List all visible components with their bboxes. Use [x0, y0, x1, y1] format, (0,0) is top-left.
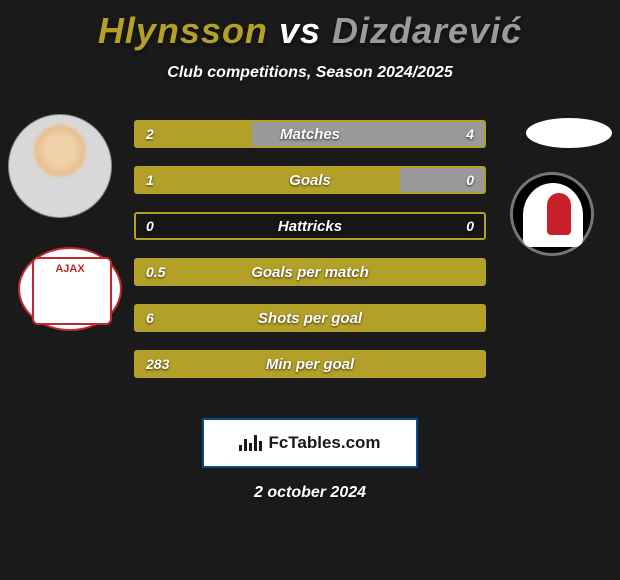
- comparison-title: Hlynsson vs Dizdarević: [0, 0, 620, 52]
- stat-label: Goals per match: [136, 260, 484, 284]
- stat-row: Shots per goal6: [134, 304, 486, 332]
- source-logo-icon: [239, 435, 262, 451]
- player-left-avatar: [8, 114, 112, 218]
- stat-label: Shots per goal: [136, 306, 484, 330]
- stat-row: Goals per match0.5: [134, 258, 486, 286]
- player-left-name: Hlynsson: [98, 10, 268, 51]
- stat-value-left: 2: [136, 122, 164, 146]
- stat-label: Min per goal: [136, 352, 484, 376]
- comparison-panel: Matches24Goals10Hattricks00Goals per mat…: [0, 112, 620, 412]
- stat-value-left: 283: [136, 352, 179, 376]
- stat-value-left: 6: [136, 306, 164, 330]
- stat-value-right: 0: [456, 168, 484, 192]
- stat-value-left: 0: [136, 214, 164, 238]
- stat-value-right: 4: [456, 122, 484, 146]
- stat-value-right: [464, 306, 484, 330]
- stat-value-right: [464, 352, 484, 376]
- player-right-name: Dizdarević: [332, 10, 522, 51]
- title-vs: vs: [279, 10, 321, 51]
- source-badge: FcTables.com: [202, 418, 418, 468]
- stat-row: Min per goal283: [134, 350, 486, 378]
- stat-value-left: 0.5: [136, 260, 175, 284]
- subtitle: Club competitions, Season 2024/2025: [0, 64, 620, 82]
- stat-label: Goals: [136, 168, 484, 192]
- player-right-avatar: [526, 118, 612, 148]
- stat-label: Matches: [136, 122, 484, 146]
- club-left-badge: [18, 247, 122, 331]
- stat-value-left: 1: [136, 168, 164, 192]
- footer-date: 2 october 2024: [0, 484, 620, 502]
- club-right-badge: [510, 172, 594, 256]
- stat-value-right: 0: [456, 214, 484, 238]
- stat-value-right: [464, 260, 484, 284]
- stat-label: Hattricks: [136, 214, 484, 238]
- stat-row: Hattricks0 0: [134, 212, 486, 240]
- source-label: FcTables.com: [268, 433, 380, 453]
- stats-bars: Matches24Goals10Hattricks00Goals per mat…: [134, 120, 486, 396]
- stat-row: Matches2 4: [134, 120, 486, 148]
- stat-row: Goals1 0: [134, 166, 486, 194]
